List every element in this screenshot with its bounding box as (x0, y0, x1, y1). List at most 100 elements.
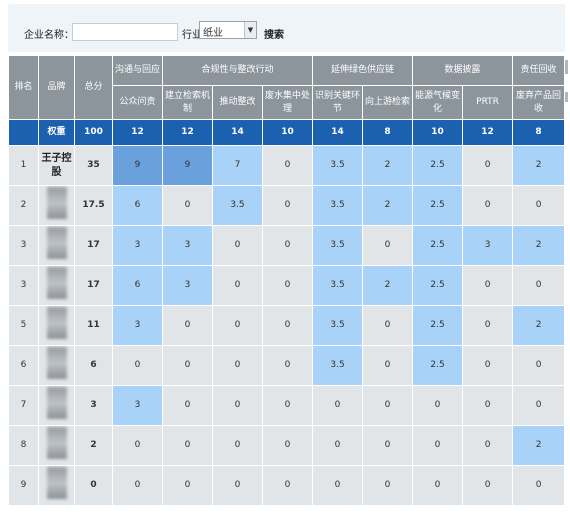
rank-cell: 7 (8, 385, 39, 426)
score-cell: 0 (462, 385, 514, 426)
score-cell: 0 (212, 385, 263, 426)
rank-cell: 3 (8, 265, 39, 306)
score-cell: 0 (112, 425, 163, 466)
score-cell: 3.5 (312, 225, 364, 266)
score-cell: 0 (162, 345, 213, 386)
score-cell: 0 (212, 305, 263, 346)
score-cell: 0 (261, 465, 314, 506)
score-cell: 9 (162, 145, 213, 186)
score-cell: 0 (312, 425, 364, 466)
score-cell: 0 (261, 345, 314, 386)
score-cell: 0 (362, 345, 414, 386)
brand-header: 品牌 (38, 55, 75, 120)
score-cell: 7 (212, 145, 263, 186)
sub-header: 建立检索机制 (162, 85, 213, 120)
group-header: 合规性与整改行动 (161, 55, 314, 86)
score-cell: 2 (362, 185, 414, 226)
total-cell: 0 (74, 465, 113, 506)
score-cell: 3 (162, 265, 213, 306)
blurred-brand (46, 227, 67, 259)
rank-cell: 8 (8, 425, 39, 466)
score-cell: 0 (212, 465, 263, 506)
score-cell: 0 (462, 185, 514, 226)
sub-header: PRTR (462, 85, 514, 120)
score-cell: 3.5 (312, 145, 364, 186)
score-cell: 3 (162, 225, 213, 266)
score-cell: 2 (362, 265, 414, 306)
score-cell: 0 (462, 425, 514, 466)
weight-cell: 14 (212, 119, 263, 146)
total-cell: 35 (74, 145, 113, 186)
total-cell: 17 (74, 225, 113, 266)
company-name-input[interactable] (72, 23, 178, 41)
score-cell: 0 (362, 225, 414, 266)
score-cell: 3.5 (312, 265, 364, 306)
score-cell: 0 (112, 465, 163, 506)
total-cell: 11 (74, 305, 113, 346)
score-cell: 2.5 (412, 185, 464, 226)
score-cell: 2.5 (412, 145, 464, 186)
score-cell: 0 (162, 425, 213, 466)
blurred-brand (46, 427, 67, 459)
weight-cell: 14 (312, 119, 364, 146)
score-cell: 0 (362, 425, 414, 466)
total-cell: 17.5 (74, 185, 113, 226)
score-cell: 3 (112, 385, 163, 426)
rank-cell: 2 (8, 185, 39, 226)
weight-total: 100 (74, 119, 113, 146)
industry-select-value: 纸业 (203, 28, 223, 39)
sub-header: 废水集中处理 (261, 85, 314, 120)
brand-cell: 王子控股 (38, 145, 75, 186)
weight-cell: 12 (112, 119, 163, 146)
scrollbar-mark (565, 92, 568, 102)
total-header: 总分 (74, 55, 113, 120)
score-cell: 3.5 (312, 185, 364, 226)
score-cell: 0 (261, 265, 314, 306)
score-cell: 0 (312, 465, 364, 506)
blurred-brand (46, 387, 67, 419)
table-row: 3 17 3 3 0 0 3.5 0 2.5 3 2 (8, 225, 566, 266)
industry-select[interactable]: 纸业 ▼ (199, 21, 257, 39)
scrollbar-mark (565, 60, 568, 74)
score-cell: 0 (261, 225, 314, 266)
score-cell: 2.5 (412, 305, 464, 346)
score-cell: 2 (362, 145, 414, 186)
rank-cell: 3 (8, 225, 39, 266)
table-row: 2 17.5 6 0 3.5 0 3.5 2 2.5 0 0 (8, 185, 566, 226)
blurred-brand (46, 467, 67, 499)
score-cell: 0 (261, 385, 314, 426)
score-cell: 0 (462, 345, 514, 386)
score-cell: 0 (212, 225, 263, 266)
weight-rank-cell (8, 119, 39, 146)
score-cell: 2 (512, 425, 566, 466)
score-cell: 9 (112, 145, 163, 186)
blurred-brand (46, 347, 67, 379)
search-button[interactable]: 搜索 (264, 30, 284, 41)
score-cell: 0 (512, 465, 566, 506)
score-cell: 3.5 (312, 345, 364, 386)
brand-cell (38, 465, 75, 506)
score-cell: 0 (512, 265, 566, 306)
score-cell: 2.5 (412, 265, 464, 306)
score-cell: 0 (512, 345, 566, 386)
score-cell: 0 (261, 145, 314, 186)
weight-row: 权重 100 12 12 14 10 14 8 10 12 8 (8, 119, 566, 146)
score-cell: 0 (162, 305, 213, 346)
brand-cell (38, 225, 75, 266)
score-cell: 2.5 (412, 345, 464, 386)
score-cell: 0 (462, 305, 514, 346)
chevron-down-icon[interactable]: ▼ (244, 22, 256, 38)
score-cell: 0 (362, 385, 414, 426)
score-cell: 3.5 (212, 185, 263, 226)
rank-header: 排名 (8, 55, 39, 120)
score-cell: 0 (462, 265, 514, 306)
score-cell: 0 (261, 305, 314, 346)
blurred-brand (46, 307, 67, 339)
score-cell: 0 (512, 185, 566, 226)
sub-header: 推动整改 (212, 85, 263, 120)
score-cell: 0 (212, 425, 263, 466)
total-cell: 3 (74, 385, 113, 426)
score-cell: 0 (261, 425, 314, 466)
score-cell: 6 (112, 265, 163, 306)
